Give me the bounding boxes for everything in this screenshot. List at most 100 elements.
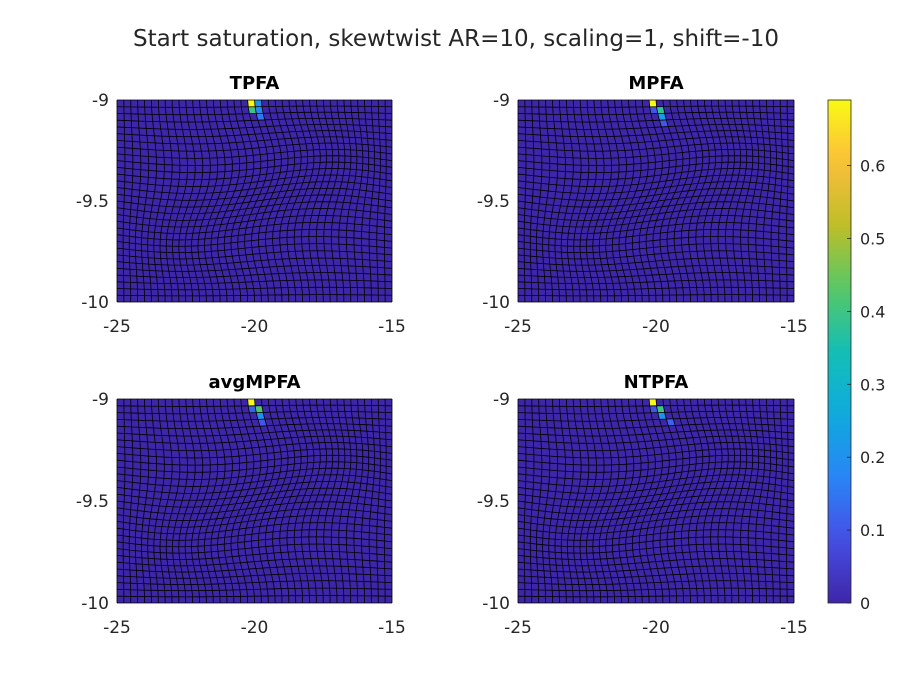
grid-line (517, 161, 795, 173)
grid-line (116, 243, 393, 254)
saturation-cell (247, 100, 256, 107)
grid-line (116, 442, 393, 452)
grid-line (116, 161, 393, 173)
y-tick-label: -9.5 (76, 192, 109, 212)
grid-line (517, 168, 795, 181)
grid-line (116, 461, 393, 473)
colorbar-tick-label: 0.4 (860, 302, 885, 321)
grid-line (116, 536, 393, 548)
grid-line (517, 481, 795, 494)
colorbar: 0 0.1 0.2 0.3 0.4 0.5 0.6 (827, 99, 885, 613)
grid-line (116, 229, 393, 241)
grid-line (517, 155, 795, 166)
grid-line (517, 215, 795, 228)
saturation-cell (666, 418, 676, 426)
panel-title: TPFA (230, 73, 280, 94)
grid-line (517, 236, 795, 247)
grid-line (517, 435, 795, 444)
grid-line (116, 208, 393, 221)
y-tick-label: -9 (493, 390, 510, 410)
y-tick-label: -9.5 (477, 192, 510, 212)
panel-avgmpfa: avgMPFA -25 -20 -15 -9 -9.5 -10 (76, 372, 406, 638)
colorbar-scale (827, 99, 852, 604)
grid-line (116, 448, 393, 459)
grid-line (116, 124, 393, 130)
grid-line (517, 142, 795, 152)
grid-line (517, 565, 795, 573)
saturation-cell (254, 100, 262, 107)
grid-line (116, 142, 393, 152)
colorbar-tick-label: 0.6 (860, 157, 885, 176)
grid-line (517, 221, 795, 234)
grid-line (517, 410, 795, 415)
y-tick-label: -10 (81, 293, 109, 313)
grid-line (116, 435, 393, 444)
grid-line (517, 194, 795, 208)
grid-line (517, 558, 795, 567)
saturation-cell (248, 106, 257, 114)
grid-line (517, 515, 795, 528)
saturation-cell (256, 113, 265, 121)
x-tick-label: -15 (780, 618, 808, 638)
grid-line (517, 580, 795, 585)
grid-line (517, 243, 795, 254)
grid-line (116, 187, 393, 201)
panel-title: avgMPFA (208, 372, 300, 393)
saturation-cell (255, 106, 264, 114)
grid-line (116, 105, 393, 108)
panel-mpfa: MPFA -25 -20 -15 -9 -9.5 -10 (477, 73, 808, 337)
grid-line (116, 410, 393, 415)
grid-line (116, 250, 393, 260)
grid-line (517, 536, 795, 548)
grid-line (116, 201, 393, 215)
grid-line (517, 587, 795, 592)
grid-line (116, 487, 393, 501)
grid-line (517, 448, 795, 459)
x-tick-label: -20 (642, 618, 670, 638)
grid-line (116, 595, 393, 598)
saturation-cell (257, 419, 267, 427)
x-tick-label: -15 (378, 618, 406, 638)
grid-line (517, 508, 795, 521)
x-tick-label: -15 (780, 317, 808, 337)
x-tick-label: -20 (642, 317, 670, 337)
grid-line (116, 130, 393, 138)
grid-line (517, 257, 795, 266)
grid-line (116, 572, 393, 579)
grid-line (116, 294, 393, 297)
colorbar-tick-label: 0.1 (860, 521, 885, 540)
grid-line (517, 423, 795, 430)
x-tick-label: -20 (241, 618, 269, 638)
grid-line (517, 181, 795, 194)
grid-line (116, 454, 393, 466)
grid-line (116, 168, 393, 181)
saturation-cell (649, 399, 657, 406)
x-tick-label: -25 (103, 317, 131, 337)
grid-line (517, 250, 795, 260)
grid-line (517, 550, 795, 560)
grid-line (517, 572, 795, 579)
grid-line (517, 461, 795, 473)
grid-line (517, 454, 795, 466)
saturation-cell (247, 399, 256, 406)
grid-line (517, 404, 795, 407)
grid-line (116, 117, 393, 123)
grid-line (517, 105, 795, 108)
grid-line (517, 148, 795, 159)
grid-line (116, 481, 393, 494)
grid-line (116, 550, 393, 560)
grid-line (116, 404, 393, 407)
saturation-cell (657, 412, 667, 420)
saturation-cell (659, 119, 669, 127)
colorbar-tick-label: 0.3 (860, 375, 885, 394)
grid-line (116, 423, 393, 430)
saturation-cell (248, 405, 257, 413)
y-tick-label: -10 (482, 594, 510, 614)
grid-line (116, 494, 393, 508)
grid-line (517, 474, 795, 487)
colorbar-tick-label: 0.2 (860, 448, 885, 467)
panel-tpfa: TPFA -25 -20 -15 -9 -9.5 -10 (76, 73, 406, 337)
x-tick-label: -20 (241, 317, 269, 337)
grid-line (517, 294, 795, 297)
grid-line (116, 215, 393, 228)
